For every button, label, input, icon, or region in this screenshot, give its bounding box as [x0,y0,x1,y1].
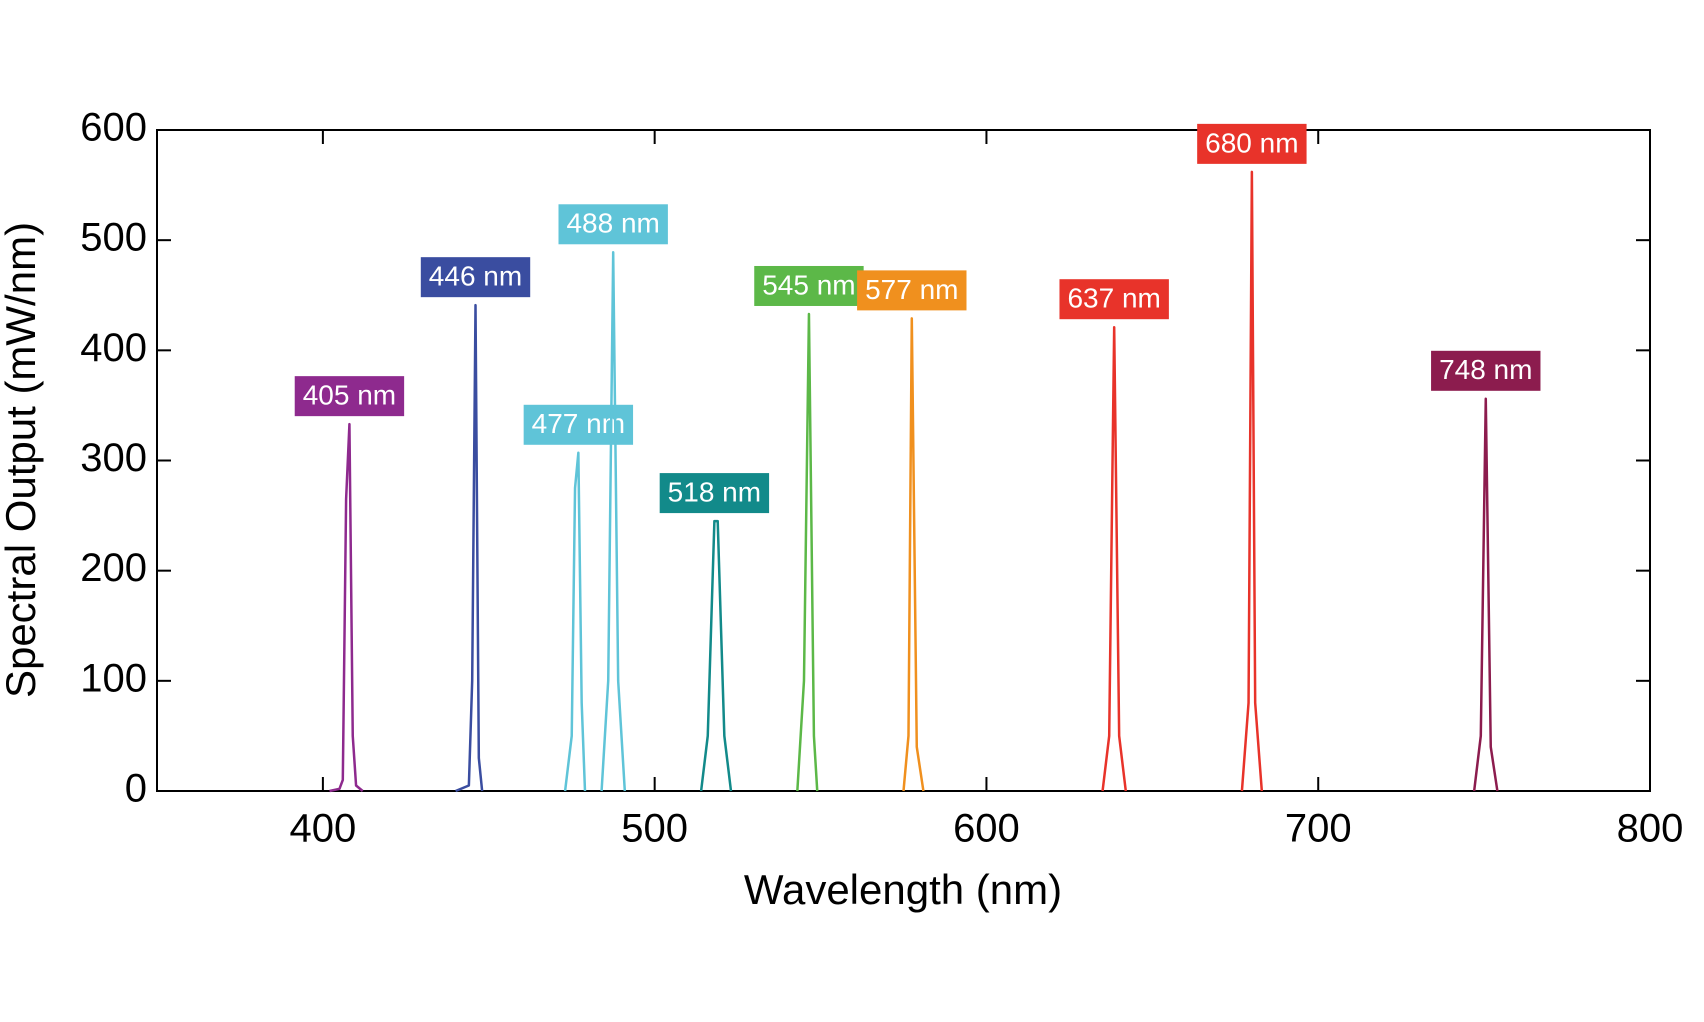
spectrum-line [902,317,925,792]
y-tick-label: 100 [80,656,147,700]
peak-label: 748 nm [1439,354,1532,385]
y-tick-label: 600 [80,106,147,150]
spectrum-line [796,312,819,792]
y-tick-label: 400 [80,326,147,370]
peak-label: 637 nm [1067,283,1160,314]
x-tick-label: 600 [953,807,1020,851]
peak-label-box [558,204,668,245]
y-tick-label: 500 [80,216,147,260]
spectrum-line [1101,325,1128,792]
spectrum-line [600,251,627,792]
peak-label: 405 nm [303,380,396,411]
x-tick-label: 700 [1285,807,1352,851]
peak-label-box [754,265,864,306]
peak-label-box [857,270,967,311]
spectrum-line [699,519,733,792]
peak-label-box [1431,350,1541,391]
peak-label-box [1197,123,1307,164]
peak-label-box [294,376,405,417]
y-tick-label: 200 [80,546,147,590]
spectrum-line [563,451,587,792]
y-tick-label: 300 [80,436,147,480]
plot-frame [156,129,1651,792]
peak-label: 577 nm [865,274,958,305]
peak-label-box [659,473,770,514]
peak-label: 545 nm [762,269,855,300]
x-tick-label: 500 [621,807,688,851]
y-tick-label: 0 [125,767,147,811]
x-axis-title: Wavelength (nm) [744,866,1062,913]
y-axis-title: Spectral Output (mW/nm) [0,222,44,698]
peak-label-box [420,257,531,298]
spectrum-line [1472,397,1499,792]
peak-label: 680 nm [1205,127,1298,158]
spectrum-line [329,422,364,793]
spectrum-line [455,303,484,793]
peak-label: 518 nm [668,476,761,507]
peak-label: 446 nm [429,261,522,292]
spectrum-line [1240,170,1264,792]
peak-label: 488 nm [566,208,659,239]
x-tick-label: 400 [290,807,357,851]
peak-label: 477 nm [532,408,625,439]
x-tick-label: 800 [1617,807,1684,851]
peak-label-box [1059,279,1169,320]
